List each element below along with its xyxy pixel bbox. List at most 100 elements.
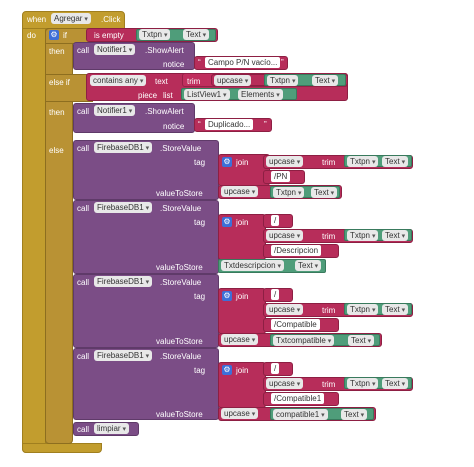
value-to-store-label-3: valueToStore [156,337,203,346]
txtpn-dropdown-6[interactable]: Txtpn [347,304,379,315]
text-prop-dropdown-5[interactable]: Text [382,230,409,241]
upcase-dropdown-6[interactable]: upcase [221,334,259,345]
call-label-3: call [77,144,90,153]
txtpn-dropdown-7[interactable]: Txtpn [347,378,379,389]
join-label-1: join [236,158,249,167]
text-prop-dropdown-9[interactable]: Text [382,378,409,389]
upcase-dropdown-7[interactable]: upcase [266,378,304,389]
mutator-gear-icon[interactable]: ⚙ [49,30,59,40]
text-prop-dropdown-3[interactable]: Text [382,156,409,167]
upcase-dropdown-2[interactable]: upcase [266,156,304,167]
call-label-2: call [77,107,90,116]
limpiar-dropdown[interactable]: limpiar [94,423,130,434]
notifier-dropdown-1[interactable]: Notifier1 [94,44,136,55]
upcase-dropdown-8[interactable]: upcase [221,408,259,419]
open-quote-icon: “ [198,120,201,129]
text-prop-dropdown-1[interactable]: Text [183,29,210,40]
upcase-dropdown-4[interactable]: upcase [266,230,304,241]
join-label-3: join [236,292,249,301]
alert-text-1[interactable]: Campo P/N vacío... [205,57,281,68]
join-mutator-gear-icon[interactable]: ⚙ [222,291,232,301]
text-prop-dropdown-8[interactable]: Text [348,335,375,346]
else-label: else [49,146,64,155]
call-label-7: call [77,425,90,434]
call-label-4: call [77,204,90,213]
upcase-dropdown-3[interactable]: upcase [221,186,259,197]
join-mutator-gear-icon[interactable]: ⚙ [222,217,232,227]
listview-dropdown[interactable]: ListView1 [184,89,230,100]
show-alert-label-2: .ShowAlert [145,107,184,116]
compat1-text[interactable]: /Compatible1 [271,393,325,404]
value-to-store-label-1: valueToStore [156,189,203,198]
value-to-store-label-4: valueToStore [156,410,203,419]
upcase-dropdown-1[interactable]: upcase [214,75,252,86]
trim-label-1: trim [187,77,201,86]
if-label: if [63,31,67,40]
store-value-label-1: .StoreValue [160,144,202,153]
firebase-dropdown-2[interactable]: FirebaseDB1 [94,202,153,213]
slash-text-2[interactable]: / [271,215,280,226]
piece-label: piece [138,91,158,100]
compat-text[interactable]: /Compatible [271,319,320,330]
text-prop-dropdown-4[interactable]: Text [311,187,338,198]
upcase-dropdown-5[interactable]: upcase [266,304,304,315]
slash-text-4[interactable]: / [271,363,280,374]
trim-label-2: trim [322,158,336,167]
call-label-6: call [77,352,90,361]
join-mutator-gear-icon[interactable]: ⚙ [222,157,232,167]
txtpn-dropdown-4[interactable]: Txtpn [273,187,305,198]
slash-text-3[interactable]: / [271,289,280,300]
tag-label-2: tag [194,218,206,227]
txtpn-dropdown-2[interactable]: Txtpn [267,75,299,86]
notifier-dropdown-2[interactable]: Notifier1 [94,105,136,116]
when-label: when [27,15,47,24]
event-block-bottom [22,443,102,453]
firebase-dropdown-4[interactable]: FirebaseDB1 [94,350,153,361]
desc-text[interactable]: /Descripcion [271,245,322,256]
event-component-dropdown[interactable]: Agregar [51,13,91,24]
firebase-dropdown-3[interactable]: FirebaseDB1 [94,276,153,287]
txtdescripcion-dropdown[interactable]: Txtdescripcion [221,260,285,271]
call-label-1: call [77,46,90,55]
txtpn-dropdown-1[interactable]: Txtpn [139,29,171,40]
txtpn-dropdown-3[interactable]: Txtpn [347,156,379,167]
event-name-label: .Click [101,15,121,24]
notice-label-1: notice [163,60,185,69]
trim-label-5: trim [322,380,336,389]
join-label-4: join [236,366,249,375]
elseif-label: else if [49,78,70,87]
text-prop-dropdown-10[interactable]: Text [341,409,368,420]
tag-label-3: tag [194,292,206,301]
trim-label-3: trim [322,232,336,241]
firebase-dropdown-1[interactable]: FirebaseDB1 [94,142,153,153]
close-quote-icon: ” [281,58,284,67]
elements-prop-dropdown[interactable]: Elements [238,89,283,100]
value-to-store-label-2: valueToStore [156,263,203,272]
text-prop-dropdown-6[interactable]: Text [295,260,322,271]
text-prop-dropdown-7[interactable]: Text [382,304,409,315]
is-empty-label: is empty [94,31,124,40]
tag-label-4: tag [194,366,206,375]
text-prop-dropdown-2[interactable]: Text [312,75,339,86]
txtpn-dropdown-5[interactable]: Txtpn [347,230,379,241]
txtcompatible-dropdown[interactable]: Txtcompatible [273,335,335,346]
close-quote-icon: ” [264,120,267,129]
store-value-label-2: .StoreValue [160,204,202,213]
pn-text[interactable]: /PN [271,171,291,182]
join-label-2: join [236,218,249,227]
notice-label-2: notice [163,122,185,131]
contains-any-dropdown[interactable]: contains any [90,75,147,86]
list-label: list [163,91,173,100]
then-label-1: then [49,47,65,56]
then-label-2: then [49,108,65,117]
compatible1-dropdown[interactable]: compatible1 [273,409,328,420]
store-value-label-3: .StoreValue [160,278,202,287]
tag-label-1: tag [194,158,206,167]
trim-label-4: trim [322,306,336,315]
show-alert-label-1: .ShowAlert [145,46,184,55]
call-label-5: call [77,278,90,287]
open-quote-icon: “ [198,58,201,67]
join-mutator-gear-icon[interactable]: ⚙ [222,365,232,375]
alert-text-2[interactable]: Duplicado... [205,119,254,130]
do-label: do [27,31,36,40]
